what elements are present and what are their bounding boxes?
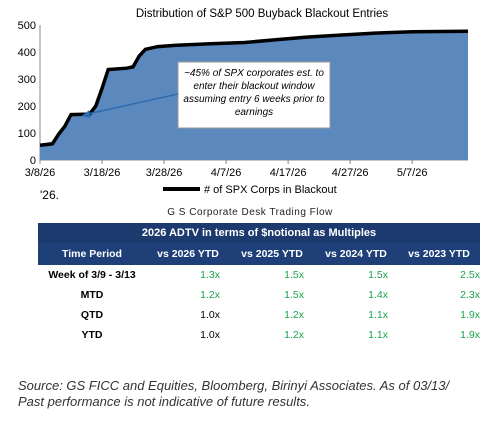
- y-tick-label: 500: [18, 20, 36, 32]
- row-period: QTD: [80, 309, 104, 321]
- y-tick-label: 0: [30, 155, 36, 167]
- annotation-arrowhead: [81, 110, 91, 118]
- y-tick-label: 200: [18, 101, 36, 113]
- x-tick-label: 4/17/26: [270, 167, 307, 179]
- x-tick-label: 3/28/26: [146, 167, 183, 179]
- source-line: Source: GS FICC and Equities, Bloomberg,…: [18, 378, 450, 393]
- table-cell: 1.9x: [460, 329, 480, 341]
- table-row: Week of 3/9 - 3/13 1.3x 1.5x 1.5x 2.5x: [38, 265, 480, 285]
- annotation: ~45% of SPX corporates est. to enter thei…: [81, 61, 331, 129]
- y-tick-label: 300: [18, 74, 36, 86]
- y-axis: 0 100 200 300 400 500: [18, 20, 41, 167]
- table-cell: 2.3x: [460, 289, 480, 301]
- table-cell: 1.0x: [200, 329, 220, 341]
- table-title: G S Corporate Desk Trading Flow: [167, 207, 333, 218]
- column-header: vs 2025 YTD: [230, 243, 314, 265]
- y-tick-label: 400: [18, 47, 36, 59]
- chart-title: Distribution of S&P 500 Buyback Blackout…: [136, 8, 389, 20]
- annotation-box: [177, 61, 331, 129]
- table-banner: 2026 ADTV in terms of $notional as Multi…: [38, 223, 480, 243]
- table-cell: 1.9x: [460, 309, 480, 321]
- x-tick-label: 5/7/26: [397, 167, 428, 179]
- table-cell: 1.3x: [200, 269, 220, 281]
- table-cell: 1.5x: [284, 289, 304, 301]
- table-cell: 2.5x: [460, 269, 480, 281]
- row-period: Week of 3/9 - 3/13: [48, 269, 136, 281]
- table-cell: 1.1x: [368, 309, 388, 321]
- disclaimer-line: Past performance is not indicative of fu…: [18, 394, 310, 409]
- x-tick-label: 3/8/26: [25, 167, 56, 179]
- row-period: YTD: [81, 329, 103, 341]
- annotation-text: ~45% of SPX corporates est. to enter thei…: [183, 68, 325, 118]
- x-tick-label: 3/18/26: [84, 167, 121, 179]
- source-note: Source: GS FICC and Equities, Bloomberg,…: [18, 378, 449, 410]
- column-header: vs 2024 YTD: [314, 243, 398, 265]
- column-header: Time Period: [38, 243, 146, 265]
- stub-text: '26.: [40, 188, 59, 202]
- x-tick-label: 4/7/26: [211, 167, 242, 179]
- table-row: YTD 1.0x 1.2x 1.1x 1.9x: [38, 325, 481, 345]
- table-cell: 1.2x: [284, 309, 304, 321]
- y-tick-label: 100: [18, 128, 36, 140]
- row-period: MTD: [80, 289, 104, 301]
- table-row: MTD 1.2x 1.5x 1.4x 2.3x: [38, 285, 480, 305]
- legend-label: # of SPX Corps in Blackout: [204, 184, 337, 196]
- legend: # of SPX Corps in Blackout: [163, 184, 337, 196]
- table-cell: 1.0x: [200, 309, 220, 321]
- blackout-series-line: [39, 29, 469, 147]
- table-cell: 1.5x: [368, 269, 388, 281]
- blackout-area-chart: Distribution of S&P 500 Buyback Blackout…: [18, 8, 469, 196]
- x-tick-label: 4/27/26: [332, 167, 369, 179]
- trading-flow-table: 2026 ADTV in terms of $notional as Multi…: [38, 223, 480, 345]
- table-row: QTD 1.0x 1.2x 1.1x 1.9x: [38, 305, 480, 325]
- x-axis: 3/8/26 3/18/26 3/28/26 4/7/26 4/17/26 4/27/26…: [25, 159, 468, 179]
- annotation-arrow: [87, 93, 179, 115]
- column-header: vs 2023 YTD: [398, 243, 480, 265]
- table-cell: 1.1x: [368, 329, 388, 341]
- table-cell: 1.2x: [200, 289, 220, 301]
- table-cell: 1.2x: [284, 329, 304, 341]
- table-cell: 1.5x: [284, 269, 304, 281]
- column-header: vs 2026 YTD: [146, 243, 230, 265]
- table-cell: 1.4x: [368, 289, 388, 301]
